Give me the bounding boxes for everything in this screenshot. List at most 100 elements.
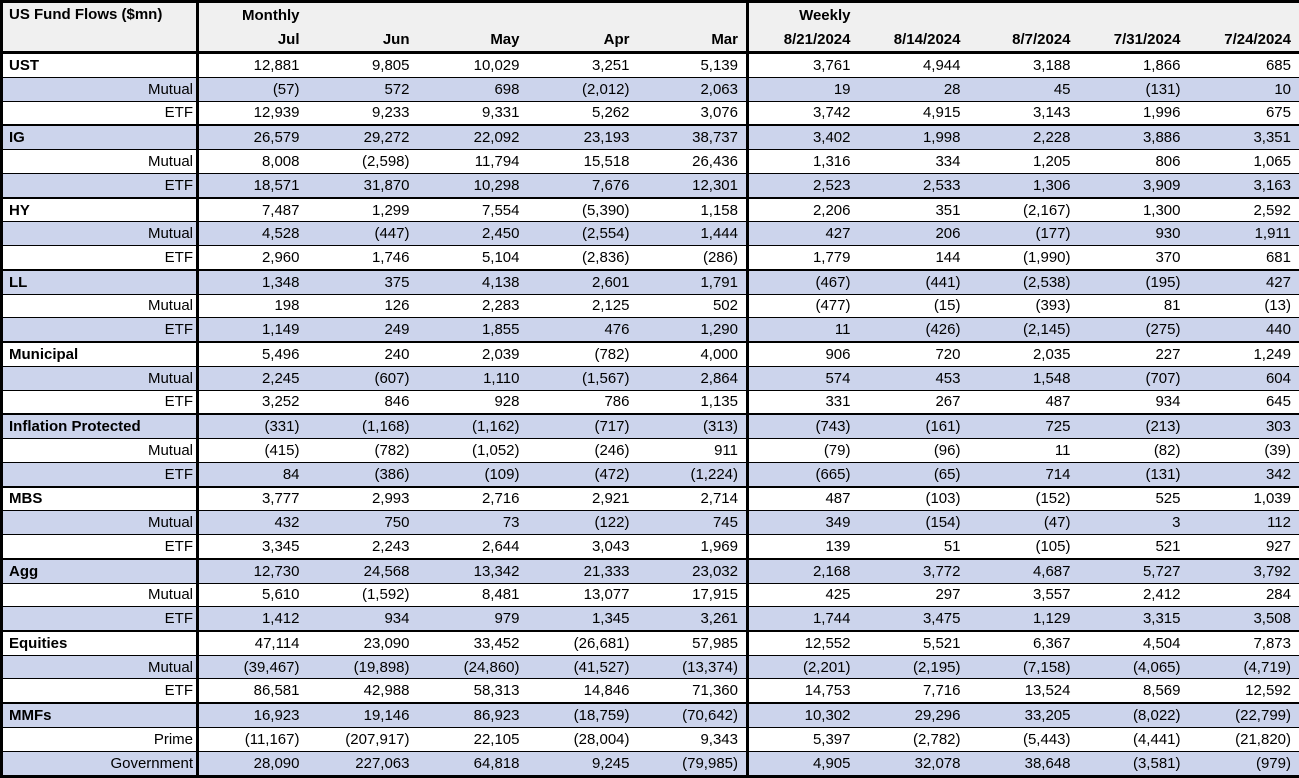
value-cell: 1,791 — [637, 268, 749, 295]
row-label: Municipal — [1, 341, 199, 367]
table-row: ETF 12,939 9,233 9,331 5,262 3,076 3,742 4,915 3… — [1, 100, 1299, 126]
value-cell: 16,923 — [197, 702, 308, 728]
table-row: LL 1,348 375 4,138 2,601 1,791 (467) (441) (2,53… — [1, 268, 1299, 295]
value-cell: (607) — [307, 365, 418, 391]
value-cell: 8,008 — [197, 149, 308, 174]
value-cell: 745 — [637, 510, 749, 535]
value-cell: (131) — [1078, 461, 1189, 487]
value-cell: (2,836) — [527, 245, 638, 270]
value-cell: 26,436 — [637, 149, 749, 174]
value-cell: (39,467) — [197, 654, 308, 679]
value-cell: 240 — [307, 341, 418, 367]
value-cell: (782) — [527, 341, 638, 367]
value-cell: 31,870 — [307, 172, 418, 198]
value-cell: (2,167) — [968, 196, 1079, 222]
value-cell: 23,193 — [527, 124, 638, 150]
value-cell: 227,063 — [307, 750, 418, 777]
value-cell: 8,481 — [417, 582, 528, 607]
value-cell: 675 — [1188, 100, 1299, 126]
value-cell: 1,412 — [197, 606, 308, 632]
value-cell: 1,911 — [1188, 221, 1299, 246]
value-cell: (103) — [858, 485, 969, 511]
value-cell: 1,306 — [968, 172, 1079, 198]
value-cell: 349 — [747, 510, 859, 535]
row-label: Inflation Protected — [1, 413, 199, 439]
value-cell: 453 — [858, 365, 969, 391]
value-cell: 934 — [1078, 389, 1189, 415]
value-cell: 4,528 — [197, 221, 308, 246]
value-cell: 10,298 — [417, 172, 528, 198]
value-cell: 19 — [747, 76, 859, 102]
value-cell: (477) — [747, 293, 859, 318]
value-cell: (5,390) — [527, 196, 638, 222]
value-cell: 13,524 — [968, 678, 1079, 704]
value-cell: 432 — [197, 510, 308, 535]
value-cell: 267 — [858, 389, 969, 415]
column-header-week-5: 7/24/2024 — [1188, 27, 1299, 54]
value-cell: 928 — [417, 389, 528, 415]
row-label: Agg — [1, 557, 199, 584]
value-cell: 227 — [1078, 341, 1189, 367]
value-cell: (393) — [968, 293, 1079, 318]
value-cell: 2,523 — [747, 172, 859, 198]
value-cell: (13) — [1188, 293, 1299, 318]
table-row: IG 26,579 29,272 22,092 23,193 38,737 3,402 1,9… — [1, 124, 1299, 150]
value-cell: 2,960 — [197, 245, 308, 270]
table-row: HY 7,487 1,299 7,554 (5,390) 1,158 2,206 351 (2,… — [1, 196, 1299, 222]
table-row: MMFs 16,923 19,146 86,923 (18,759) (70,642) 10… — [1, 702, 1299, 728]
value-cell: (213) — [1078, 413, 1189, 439]
value-cell: (13,374) — [637, 654, 749, 679]
value-cell: (743) — [747, 413, 859, 439]
value-cell: (1,990) — [968, 245, 1079, 270]
column-header-jun: Jun — [307, 27, 418, 54]
value-cell: (1,168) — [307, 413, 418, 439]
value-cell: (331) — [197, 413, 308, 439]
value-cell: 14,846 — [527, 678, 638, 704]
value-cell: (21,820) — [1188, 727, 1299, 752]
value-cell: 7,873 — [1188, 630, 1299, 656]
value-cell: 5,139 — [637, 51, 749, 78]
header-spacer — [1078, 1, 1189, 27]
row-label: ETF — [1, 245, 199, 270]
value-cell: 521 — [1078, 533, 1189, 559]
value-cell: 7,554 — [417, 196, 528, 222]
value-cell: 427 — [1188, 268, 1299, 295]
value-cell: (82) — [1078, 438, 1189, 463]
value-cell: 42,988 — [307, 678, 418, 704]
value-cell: 3,402 — [747, 124, 859, 150]
value-cell: (665) — [747, 461, 859, 487]
value-cell: 525 — [1078, 485, 1189, 511]
value-cell: 1,149 — [197, 317, 308, 343]
value-cell: 86,581 — [197, 678, 308, 704]
value-cell: 698 — [417, 76, 528, 102]
value-cell: 440 — [1188, 317, 1299, 343]
value-cell: 351 — [858, 196, 969, 222]
value-cell: 750 — [307, 510, 418, 535]
row-label: Mutual — [1, 149, 199, 174]
value-cell: 1,065 — [1188, 149, 1299, 174]
value-cell: 906 — [747, 341, 859, 367]
row-label: ETF — [1, 100, 199, 126]
value-cell: 81 — [1078, 293, 1189, 318]
value-cell: (4,441) — [1078, 727, 1189, 752]
value-cell: 28,090 — [197, 750, 308, 777]
row-label: MMFs — [1, 702, 199, 728]
value-cell: 284 — [1188, 582, 1299, 607]
table-row: Equities 47,114 23,090 33,452 (26,681) 57,985… — [1, 630, 1299, 656]
row-label: Mutual — [1, 510, 199, 535]
value-cell: (979) — [1188, 750, 1299, 777]
value-cell: 2,644 — [417, 533, 528, 559]
value-cell: 23,090 — [307, 630, 418, 656]
value-cell: 1,158 — [637, 196, 749, 222]
value-cell: (122) — [527, 510, 638, 535]
value-cell: 249 — [307, 317, 418, 343]
table-body: UST 12,881 9,805 10,029 3,251 5,139 3,761 4,944… — [1, 51, 1299, 777]
value-cell: (11,167) — [197, 727, 308, 752]
value-cell: 1,135 — [637, 389, 749, 415]
value-cell: 2,245 — [197, 365, 308, 391]
table-row: Mutual 4,528 (447) 2,450 (2,554) 1,444 427 206(… — [1, 221, 1299, 246]
table-header: US Fund Flows ($mn) Monthly Weekly Jul J… — [1, 1, 1299, 54]
row-label: Mutual — [1, 438, 199, 463]
value-cell: 19,146 — [307, 702, 418, 728]
